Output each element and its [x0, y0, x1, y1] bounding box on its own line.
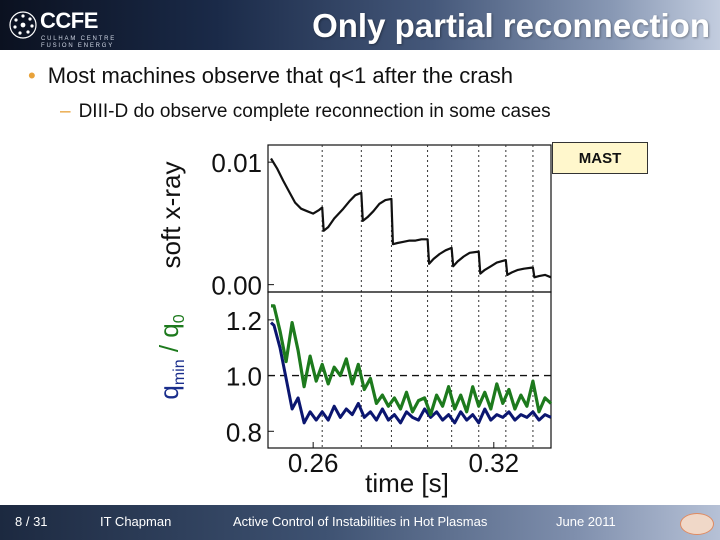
- sxr-panel: 0.00 0.01: [211, 144, 552, 448]
- q-axis-label-min-sub: min: [171, 359, 188, 385]
- qmin-series-line: [269, 321, 552, 425]
- q-axis-label: qmin / q0: [154, 314, 188, 399]
- slide-title: Only partial reconnection: [312, 7, 710, 44]
- x-axis-label: time [s]: [365, 468, 449, 498]
- mast-label-box: MAST: [552, 142, 648, 174]
- footer-page-number: 8 / 31: [15, 514, 48, 529]
- q-ytick-label: 1.0: [226, 362, 262, 392]
- q-xtick-label: 0.32: [468, 448, 519, 478]
- bullet-main-text: Most machines observe that q<1 after the…: [47, 63, 514, 88]
- bullet-main: • Most machines observe that q<1 after th…: [28, 63, 513, 89]
- q0-series-line: [271, 304, 553, 417]
- ccfe-emblem-icon: [9, 11, 37, 39]
- footer-author: IT Chapman: [100, 514, 172, 529]
- q-axis-label-qmin: q: [154, 385, 184, 399]
- logo-subtext-1: CULHAM CENTRE: [41, 36, 117, 42]
- q-ytick-label: 1.2: [226, 306, 262, 336]
- footer-bar: 8 / 31 IT Chapman Active Control of Inst…: [0, 505, 720, 540]
- footer-talk-title: Active Control of Instabilities in Hot P…: [233, 514, 488, 529]
- q-panel: 0.8 1.0 1.2 0.26 0.32: [226, 291, 553, 478]
- q-xtick-label: 0.26: [288, 448, 339, 478]
- q-axis-label-q0: / q: [154, 323, 184, 359]
- logo-subtext-2: FUSION ENERGY: [41, 43, 115, 49]
- sxr-ytick-label: 0.00: [211, 271, 262, 301]
- conference-badge-icon: [680, 513, 714, 535]
- bullet-dash-icon: –: [60, 101, 71, 122]
- logo-text: CCFE: [40, 8, 98, 33]
- ccfe-logo: CCFE CULHAM CENTRE FUSION ENERGY: [8, 6, 118, 49]
- q-axis-label-0-sub: 0: [171, 314, 188, 323]
- header-bar: CCFE CULHAM CENTRE FUSION ENERGY Only pa…: [0, 0, 720, 50]
- q-ytick-label: 0.8: [226, 417, 262, 447]
- sxr-ytick-label: 0.01: [211, 148, 262, 178]
- footer-date: June 2011: [556, 514, 616, 529]
- bullet-sub: – DIII-D do observe complete reconnection…: [60, 101, 551, 123]
- bullet-sub-text: DIII-D do observe complete reconnection …: [78, 101, 551, 122]
- sxr-series-line: [270, 157, 552, 279]
- sxr-axis-label: soft x-ray: [156, 162, 186, 269]
- bullet-dot-icon: •: [28, 63, 36, 88]
- q-panel-frame: [267, 291, 552, 449]
- sxr-panel-frame: [267, 144, 552, 293]
